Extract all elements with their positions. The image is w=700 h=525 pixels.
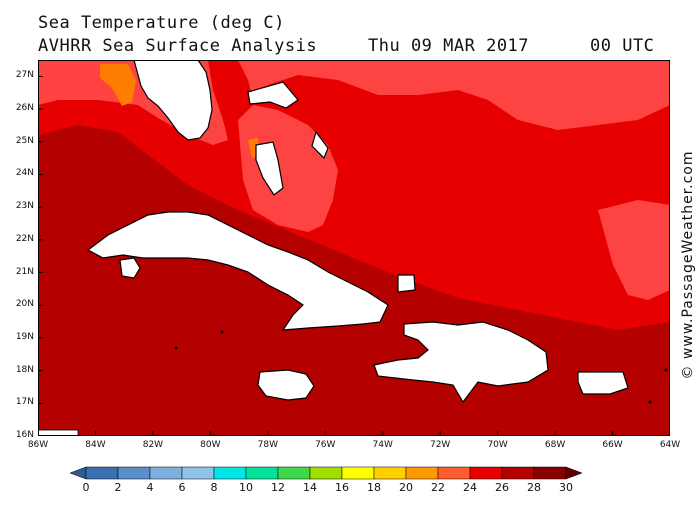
lon-label: 78W [257, 440, 278, 450]
colorbar-label: 14 [303, 481, 317, 494]
colorbar-label: 26 [495, 481, 509, 494]
lat-label: 25N [15, 135, 34, 146]
cuba [86, 211, 389, 331]
lon-label: 84W [85, 440, 106, 450]
colorbar-label: 18 [367, 481, 381, 494]
map-time: 00 UTC [590, 36, 655, 56]
colorbar-cell [437, 466, 471, 480]
colorbar-label: 22 [431, 481, 445, 494]
lon-label: 80W [200, 440, 221, 450]
map-title: Sea Temperature (deg C) [38, 13, 285, 33]
lon-label: 86W [27, 440, 49, 450]
colorbar-cell [405, 466, 439, 480]
sst-map-canvas [38, 60, 670, 436]
colorbar-cell [85, 466, 119, 480]
jamaica [257, 369, 315, 401]
colorbar-label: 16 [335, 481, 349, 494]
lat-label: 26N [15, 103, 34, 114]
sst-field-22-24-atlantic [238, 60, 670, 130]
colorbar-cell [245, 466, 279, 480]
bahamas-inagua [397, 274, 416, 293]
cay [174, 346, 178, 350]
lat-label: 17N [15, 397, 34, 408]
colorbar-label: 6 [178, 481, 186, 494]
sst-map [38, 60, 670, 436]
lon-label: 70W [487, 440, 508, 450]
colorbar-cell [213, 466, 247, 480]
colorbar-label: 30 [559, 481, 573, 494]
cay [664, 368, 668, 372]
lat-label: 20N [15, 299, 34, 310]
lon-label: 82W [142, 440, 164, 450]
hispaniola [373, 321, 549, 404]
puerto-rico [577, 371, 629, 395]
lon-label: 76W [315, 440, 336, 450]
credit-text: © www.PassageWeather.com [680, 150, 696, 380]
lat-label: 21N [15, 266, 34, 277]
colorbar-label: 0 [82, 481, 90, 494]
honduras-coast [38, 429, 79, 436]
lat-label: 24N [15, 168, 34, 179]
colorbar-label: 24 [463, 481, 477, 494]
colorbar [70, 466, 583, 480]
map-frame [38, 60, 670, 436]
colorbar-label: 28 [527, 481, 541, 494]
lat-label: 22N [15, 233, 34, 244]
lon-label: 66W [602, 440, 623, 450]
colorbar-cell [373, 466, 407, 480]
colorbar-cell [117, 466, 151, 480]
colorbar-arrow-right [565, 466, 583, 480]
lat-label: 18N [15, 364, 34, 375]
sst-field-22-24-bahamas [238, 105, 338, 232]
map-date: Thu 09 MAR 2017 [368, 36, 530, 56]
sst-field-20-22-gulf [100, 64, 136, 106]
lat-label: 27N [15, 70, 34, 81]
colorbar-label: 20 [399, 481, 413, 494]
isle-of-youth [119, 257, 141, 279]
lat-label: 16N [15, 430, 34, 440]
sst-field-22-24-east [598, 200, 670, 300]
colorbar-cell [501, 466, 535, 480]
colorbar-cell [277, 466, 311, 480]
colorbar-label: 12 [271, 481, 285, 494]
colorbar-label: 2 [114, 481, 122, 494]
lon-label: 74W [372, 440, 393, 450]
cay [220, 330, 224, 334]
florida [133, 60, 213, 141]
lon-label: 72W [429, 440, 451, 450]
colorbar-cell [341, 466, 375, 480]
colorbar-label: 10 [239, 481, 253, 494]
colorbar-arrow-left [70, 466, 87, 480]
lon-label: 64W [659, 440, 681, 450]
bahamas-abaco [247, 81, 299, 109]
colorbar-label: 8 [210, 481, 218, 494]
colorbar-label: 4 [146, 481, 154, 494]
lat-label: 23N [15, 201, 34, 212]
cay [648, 400, 652, 404]
lat-label: 19N [15, 331, 34, 342]
bahamas-eleuthera [311, 130, 329, 160]
map-subtitle: AVHRR Sea Surface Analysis [38, 36, 318, 56]
bahamas-andros [255, 141, 284, 196]
colorbar-cell [533, 466, 567, 480]
lon-label: 68W [544, 440, 566, 450]
colorbar-cell [469, 466, 503, 480]
colorbar-cell [309, 466, 343, 480]
colorbar-cell [181, 466, 215, 480]
credit: © www.PassageWeather.com [678, 150, 698, 380]
colorbar-cell [149, 466, 183, 480]
